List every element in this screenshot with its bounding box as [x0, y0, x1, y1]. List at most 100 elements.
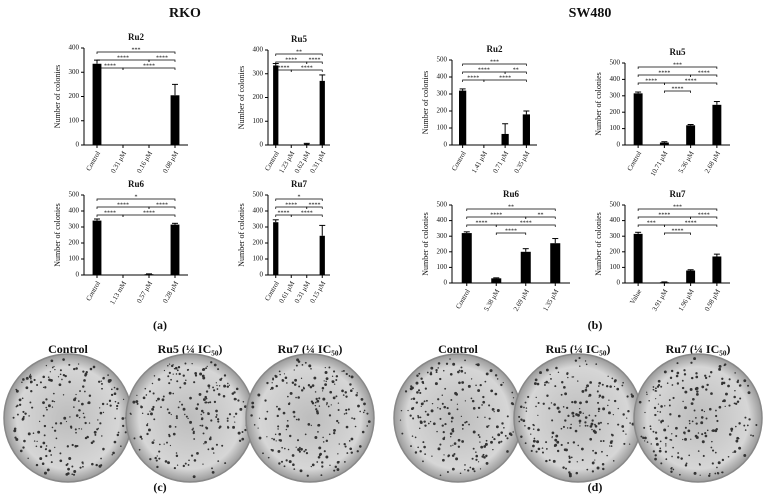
colony [135, 400, 139, 403]
colony [97, 427, 99, 430]
colony [734, 390, 736, 392]
colony [194, 372, 197, 375]
colony [683, 431, 686, 434]
colony [51, 400, 54, 403]
colony [535, 396, 537, 399]
colony [442, 437, 446, 441]
colony [278, 439, 281, 442]
colony [202, 432, 205, 435]
colony [192, 475, 196, 479]
colony [153, 418, 156, 421]
colony [51, 366, 54, 369]
colony [500, 440, 503, 443]
colony [50, 461, 53, 464]
colony [203, 443, 205, 445]
colony [613, 385, 616, 388]
colony [314, 404, 317, 407]
colony [77, 363, 80, 365]
panel-label: (a) [153, 318, 167, 332]
y-tick-label: 0 [260, 141, 264, 149]
colony [322, 441, 325, 443]
colony [427, 422, 430, 425]
colony [695, 422, 698, 425]
colony [571, 376, 574, 378]
bar [144, 274, 154, 275]
colony [420, 405, 422, 407]
colony [665, 445, 667, 447]
colony [449, 372, 453, 376]
significance-bracket [96, 51, 176, 54]
colony [15, 389, 19, 393]
colony [87, 402, 89, 404]
error-bar [502, 123, 509, 134]
colony [672, 446, 675, 449]
colony [585, 400, 589, 404]
colony [535, 450, 538, 453]
colony [39, 445, 43, 449]
colony [654, 387, 657, 390]
colony [490, 440, 493, 444]
x-tick-label: 1.41 μM [470, 149, 489, 174]
colony [401, 432, 404, 435]
significance-label: **** [478, 67, 490, 73]
colony [251, 401, 255, 405]
colony [511, 403, 515, 406]
colony [363, 402, 366, 406]
colony [204, 440, 207, 444]
colony [510, 433, 513, 437]
colony [608, 411, 611, 415]
error-bar [635, 91, 642, 94]
plate-label: Ru5 (¼ IC₅₀) [158, 342, 223, 356]
colony [430, 409, 434, 413]
colony [668, 399, 671, 401]
colony [216, 384, 218, 387]
colony [492, 448, 494, 451]
colony [471, 457, 474, 460]
colony [310, 424, 312, 427]
colony [498, 441, 501, 444]
colony [643, 426, 646, 429]
colony [665, 443, 667, 445]
colony [144, 387, 147, 390]
colony [24, 412, 27, 415]
y-axis-label: Number of colonies [237, 203, 246, 267]
colony [136, 402, 139, 405]
colony [362, 411, 365, 414]
colony [670, 470, 673, 473]
colony [224, 462, 227, 465]
colony [711, 462, 714, 465]
colony [336, 468, 340, 471]
x-tick-label: Control [626, 150, 644, 173]
y-tick-label: 100 [69, 116, 80, 124]
colony [518, 420, 521, 423]
colony [689, 388, 693, 391]
colony [431, 455, 433, 457]
colony [244, 428, 247, 432]
colony [141, 412, 144, 415]
colony [472, 430, 476, 434]
colony [351, 417, 353, 419]
colony [451, 454, 455, 457]
bar [686, 125, 696, 145]
colony [343, 461, 346, 463]
colony [425, 399, 428, 402]
colony [601, 462, 605, 466]
colony [184, 413, 186, 416]
colony [578, 356, 581, 360]
colony [683, 373, 687, 376]
colony [574, 429, 578, 433]
colony [705, 417, 708, 420]
colony [415, 381, 419, 385]
colony [215, 414, 218, 416]
colony [484, 380, 487, 383]
colony [472, 447, 475, 450]
x-tick-label: Control [450, 150, 468, 173]
x-tick-label: 10.71 μM [649, 149, 670, 177]
colony [500, 383, 503, 387]
colony [155, 459, 158, 462]
colony [648, 399, 650, 402]
colony [163, 369, 166, 372]
colony [574, 359, 578, 362]
colony [464, 372, 466, 374]
colony [271, 437, 273, 440]
